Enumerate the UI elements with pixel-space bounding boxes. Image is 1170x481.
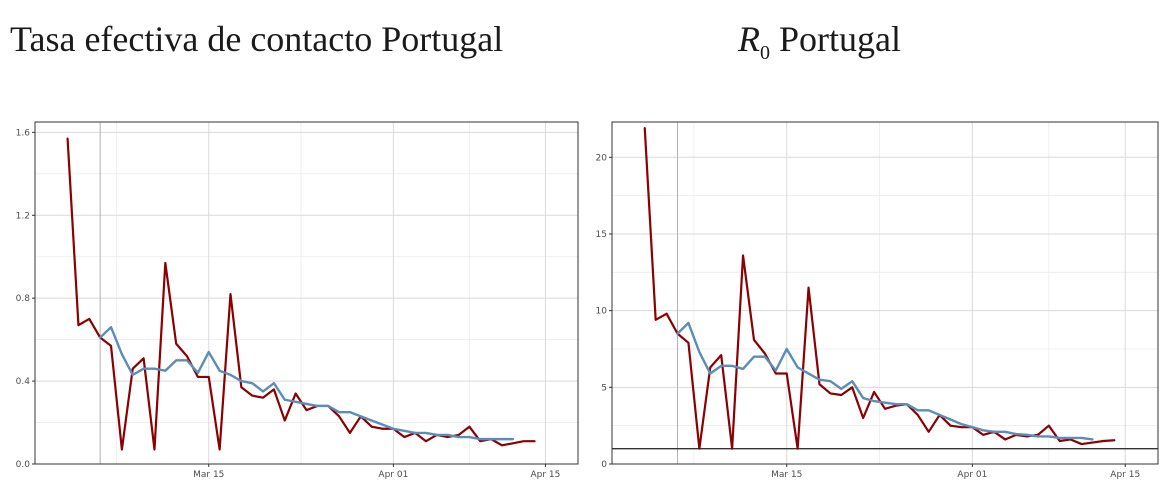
r-subscript: 0 [760, 42, 770, 65]
x-tick-label: Apr 15 [1110, 470, 1140, 480]
y-tick-label: 20 [596, 153, 608, 163]
y-tick-label: 0.8 [16, 294, 31, 304]
y-tick-label: 5 [601, 383, 607, 393]
y-tick-label: 1.2 [16, 211, 30, 221]
chart-title-r0: R0 Portugal [738, 18, 901, 65]
smoothed-series-line [98, 326, 515, 441]
smoothed-series-line [676, 321, 1094, 441]
panel-border [611, 121, 1159, 465]
panel-border [34, 121, 579, 465]
y-tick-label: 0.0 [16, 460, 31, 470]
x-tick-label: Mar 15 [193, 470, 224, 480]
x-tick-label: Apr 01 [957, 470, 987, 480]
r-symbol: R [738, 19, 760, 59]
r0-title-rest: Portugal [770, 19, 901, 59]
x-tick-label: Apr 01 [378, 470, 408, 480]
y-tick-label: 1.6 [16, 128, 31, 138]
y-tick-label: 10 [596, 307, 608, 317]
y-tick-label: 0 [601, 460, 607, 470]
y-tick-label: 0.4 [16, 377, 31, 387]
x-tick-label: Mar 15 [771, 470, 802, 480]
chart-title-contact-rate: Tasa efectiva de contacto Portugal [10, 19, 504, 59]
y-tick-label: 15 [596, 230, 607, 240]
x-tick-label: Apr 15 [530, 470, 560, 480]
